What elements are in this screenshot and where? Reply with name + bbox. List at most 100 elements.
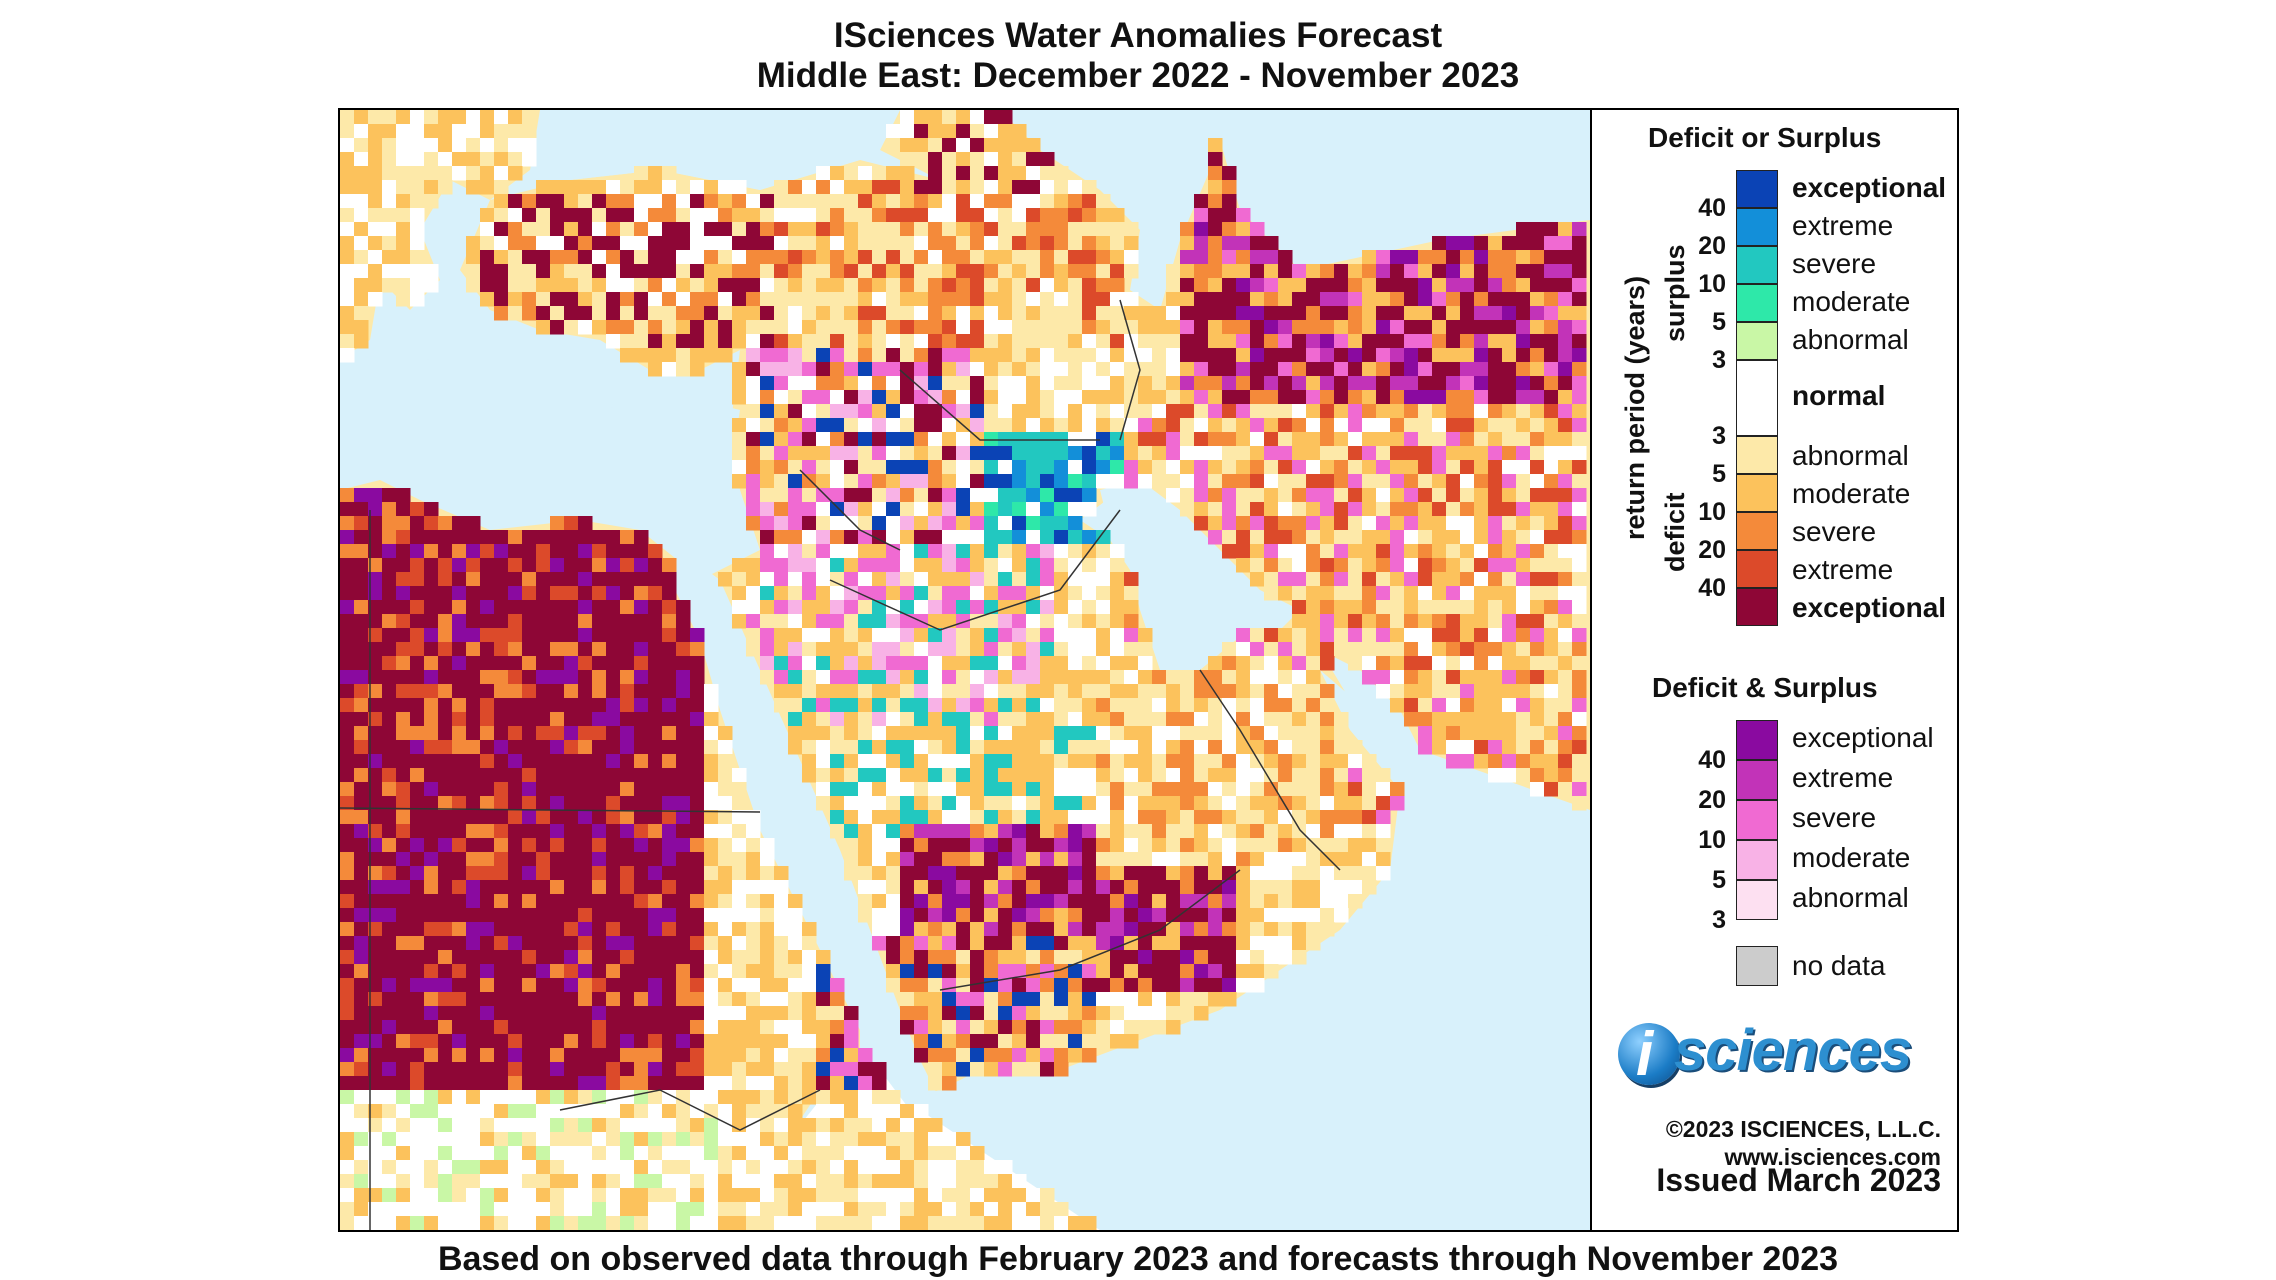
anomaly-cell [340, 922, 355, 937]
anomaly-cell [1026, 600, 1041, 615]
anomaly-cell [1376, 572, 1391, 587]
anomaly-cell [578, 670, 593, 685]
anomaly-cell [1040, 278, 1055, 293]
anomaly-cell [1320, 768, 1335, 783]
anomaly-cell [634, 726, 649, 741]
anomaly-cell [788, 1048, 803, 1063]
anomaly-cell [340, 180, 355, 195]
anomaly-cell [690, 866, 705, 881]
anomaly-cell [424, 1188, 439, 1203]
anomaly-cell [452, 824, 467, 839]
anomaly-cell [900, 1118, 915, 1133]
anomaly-cell [662, 222, 677, 237]
anomaly-cell [928, 922, 943, 937]
anomaly-cell [1222, 810, 1237, 825]
anomaly-cell [1166, 936, 1181, 951]
anomaly-cell [1152, 866, 1167, 881]
anomaly-cell [606, 936, 621, 951]
anomaly-cell [354, 698, 369, 713]
anomaly-cell [1138, 404, 1153, 419]
anomaly-cell [620, 1034, 635, 1049]
anomaly-cell [1054, 894, 1069, 909]
anomaly-cell [536, 1062, 551, 1077]
anomaly-cell [830, 824, 845, 839]
anomaly-cell [1530, 628, 1545, 643]
anomaly-cell [662, 600, 677, 615]
anomaly-cell [858, 236, 873, 251]
anomaly-cell [1026, 152, 1041, 167]
anomaly-cell [536, 194, 551, 209]
anomaly-cell [774, 880, 789, 895]
anomaly-cell [928, 1174, 943, 1189]
anomaly-cell [900, 1160, 915, 1175]
anomaly-cell [1180, 390, 1195, 405]
anomaly-cell [648, 1160, 663, 1175]
anomaly-cell [914, 250, 929, 265]
anomaly-cell [690, 236, 705, 251]
anomaly-cell [340, 880, 355, 895]
anomaly-cell [480, 558, 495, 573]
anomaly-cell [550, 978, 565, 993]
anomaly-cell [1390, 390, 1405, 405]
anomaly-cell [816, 544, 831, 559]
anomaly-cell [1320, 446, 1335, 461]
anomaly-cell [1264, 824, 1279, 839]
anomaly-cell [1012, 670, 1027, 685]
anomaly-cell [620, 950, 635, 965]
anomaly-cell [956, 208, 971, 223]
anomaly-cell [1278, 852, 1293, 867]
anomaly-cell [914, 656, 929, 671]
anomaly-cell [914, 1020, 929, 1035]
anomaly-cell [1236, 866, 1251, 881]
anomaly-cell [774, 964, 789, 979]
anomaly-cell [942, 894, 957, 909]
anomaly-cell [830, 992, 845, 1007]
anomaly-cell [1040, 502, 1055, 517]
anomaly-cell [494, 754, 509, 769]
anomaly-cell [1516, 222, 1531, 237]
anomaly-cell [368, 698, 383, 713]
anomaly-cell [494, 152, 509, 167]
anomaly-cell [1068, 348, 1083, 363]
anomaly-cell [1292, 824, 1307, 839]
anomaly-cell [872, 810, 887, 825]
anomaly-cell [438, 1020, 453, 1035]
anomaly-cell [1390, 460, 1405, 475]
anomaly-cell [928, 614, 943, 629]
anomaly-cell [1278, 348, 1293, 363]
anomaly-cell [1334, 852, 1349, 867]
anomaly-cell [536, 950, 551, 965]
anomaly-cell [844, 740, 859, 755]
anomaly-cell [1124, 838, 1139, 853]
anomaly-cell [480, 628, 495, 643]
anomaly-cell [844, 1090, 859, 1105]
anomaly-cell [970, 334, 985, 349]
anomaly-cell [1194, 348, 1209, 363]
anomaly-cell [956, 600, 971, 615]
anomaly-cell [1292, 712, 1307, 727]
anomaly-cell [1026, 306, 1041, 321]
anomaly-cell [900, 754, 915, 769]
anomaly-cell [1404, 306, 1419, 321]
anomaly-cell [956, 726, 971, 741]
anomaly-cell [1096, 908, 1111, 923]
anomaly-cell [1040, 544, 1055, 559]
anomaly-cell [774, 586, 789, 601]
anomaly-cell [368, 1062, 383, 1077]
anomaly-cell [368, 572, 383, 587]
anomaly-cell [1362, 376, 1377, 391]
anomaly-cell [1138, 320, 1153, 335]
anomaly-cell [984, 362, 999, 377]
anomaly-cell [1194, 838, 1209, 853]
anomaly-cell [1572, 222, 1587, 237]
anomaly-cell [1026, 712, 1041, 727]
anomaly-cell [1236, 348, 1251, 363]
anomaly-cell [942, 278, 957, 293]
anomaly-cell [1222, 824, 1237, 839]
anomaly-cell [1236, 852, 1251, 867]
anomaly-cell [732, 334, 747, 349]
anomaly-cell [760, 362, 775, 377]
anomaly-cell [508, 768, 523, 783]
anomaly-cell [368, 1048, 383, 1063]
anomaly-cell [970, 1048, 985, 1063]
